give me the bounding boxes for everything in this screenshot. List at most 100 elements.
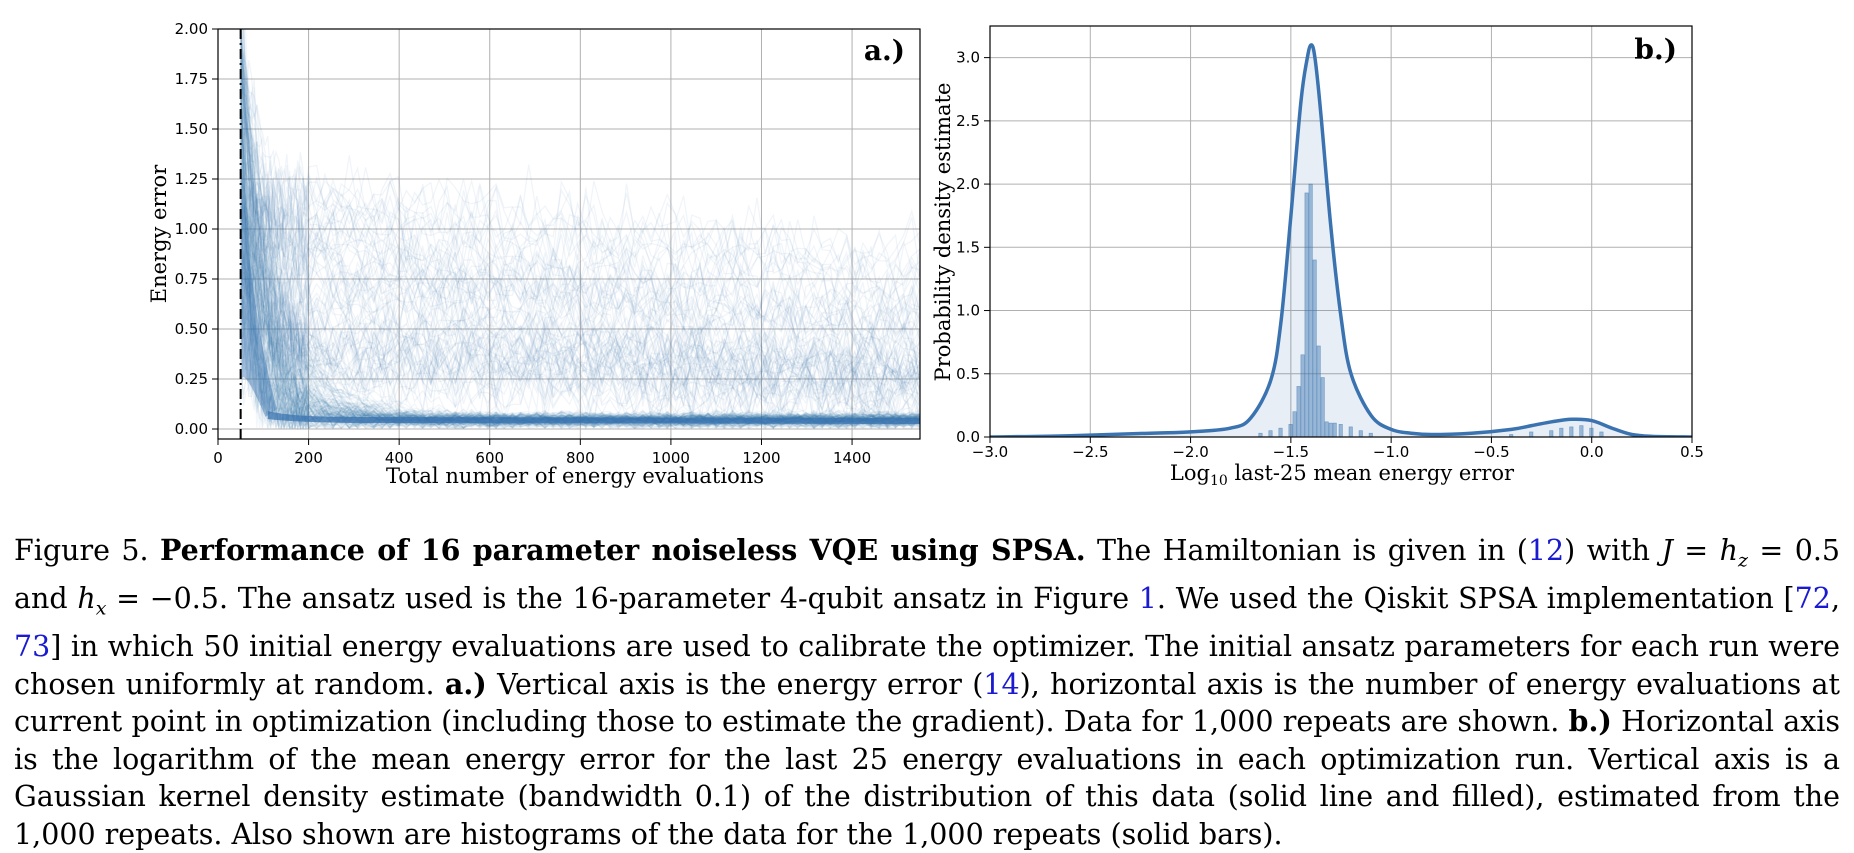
math-hz: hz [1719,534,1748,572]
energy-trace [239,171,920,412]
energy-trace [239,180,920,346]
energy-trace [239,187,920,429]
figure-ref-1[interactable]: 1 [1138,582,1157,616]
panel-b: 0.0 0.5 1.0 1.5 2.0 2.5 3.0 −3.0 −2.5 −2.0 −1.5 −1… [931,25,1704,489]
energy-trace [239,204,920,431]
x-tick-label: 0.0 [1580,443,1604,461]
caption-text: , [1830,582,1840,616]
energy-trace [239,203,920,429]
energy-trace [239,297,920,408]
energy-trace [239,212,920,422]
energy-trace [239,205,920,416]
energy-trace [242,29,920,307]
energy-trace [240,201,920,392]
y-tick-label: 0.00 [175,420,208,438]
caption-text: ] in which 50 initial energy evaluations… [14,630,1840,701]
energy-trace [239,29,920,431]
panel-a-energy-traces [239,29,920,431]
energy-trace [239,212,920,430]
x-tick-label: 600 [475,449,504,467]
energy-trace [240,168,920,277]
caption-text: Vertical axis is the energy error ( [486,667,984,701]
panel-b-plot-area [990,26,1692,437]
panel-b-tag: b.) [1634,33,1677,66]
histogram-bar [1320,377,1325,437]
energy-trace [239,37,920,428]
x-tick-label: −0.5 [1473,443,1509,461]
caption-panel-a-label: a.) [444,666,487,701]
energy-trace [239,111,920,429]
y-tick-label: 0.50 [175,320,208,338]
y-tick-label: 2.0 [956,175,980,193]
energy-trace [239,191,920,392]
energy-trace [239,122,920,408]
energy-trace [239,102,920,399]
energy-trace [240,106,920,367]
histogram-bar [1328,422,1333,437]
energy-trace [239,51,920,429]
caption-text: . We used the Qiskit SPSA implementation… [1156,582,1795,616]
x-tick-label: 200 [294,449,323,467]
energy-trace [239,315,920,426]
energy-trace [239,44,920,397]
energy-trace [239,41,920,398]
panel-a: 0.00 0.25 0.50 0.75 1.00 1.25 1.50 1.75 2.00 0 20… [147,20,921,488]
kde-fill [990,44,1692,437]
caption-text: = −0.5. The ansatz used is the 16-parame… [106,582,1139,616]
energy-trace [239,197,920,351]
y-tick-label: 1.25 [175,170,208,188]
figure-title: Performance of 16 parameter noiseless VQ… [160,533,1086,567]
energy-trace [239,164,920,284]
y-tick-label: 0.0 [956,428,980,446]
energy-trace [239,58,920,429]
math-j: J [1661,534,1673,567]
citation-ref-73[interactable]: 73 [14,630,51,664]
kde-line [990,43,1692,437]
energy-trace [239,90,920,342]
histogram-bar [1288,424,1293,437]
histogram-bar [1324,421,1329,437]
y-tick-label: 2.5 [956,112,980,130]
equation-ref-14[interactable]: 14 [983,667,1020,701]
caption-text: The Hamiltonian is given in ( [1097,534,1528,567]
y-tick-label: 1.50 [175,120,208,138]
x-tick-label: −2.5 [1072,443,1108,461]
energy-trace [239,185,920,431]
y-tick-label: 0.5 [956,365,980,383]
energy-trace [239,161,920,321]
y-tick-label: 1.75 [175,70,208,88]
energy-trace [239,294,920,391]
citation-ref-72[interactable]: 72 [1794,582,1831,616]
energy-trace [240,293,920,426]
energy-trace [239,118,920,356]
energy-trace [239,260,920,429]
energy-trace [240,29,920,338]
x-tick-label: −3.0 [972,443,1008,461]
histogram-bar [1579,425,1584,437]
figure-caption: Figure 5. Performance of 16 parameter no… [14,532,1840,853]
energy-trace [239,39,920,394]
energy-trace [239,71,920,344]
panel-b-x-ticks: −3.0 −2.5 −2.0 −1.5 −1.0 −0.5 0.0 0.5 [972,437,1704,461]
energy-trace [239,85,920,416]
energy-trace [239,194,920,426]
energy-trace [239,51,920,391]
energy-trace [239,37,920,392]
energy-trace [239,102,920,426]
panel-b-frame [989,25,1693,438]
histogram-bar [1348,426,1353,437]
equation-ref-12[interactable]: 12 [1527,534,1565,567]
y-tick-label: 2.00 [175,20,208,38]
energy-trace [244,29,920,424]
panel-a-y-ticks: 0.00 0.25 0.50 0.75 1.00 1.25 1.50 1.75 2.00 [175,20,218,438]
energy-trace [242,29,920,357]
panel-b-ylabel: Probability density estimate [931,83,955,382]
histogram-bar [1316,345,1321,437]
energy-trace [240,63,920,304]
histogram-bar [1312,259,1317,437]
y-tick-label: 0.25 [175,370,208,388]
energy-trace [239,162,920,301]
energy-trace [239,98,920,428]
caption-text: = [1672,534,1720,567]
math-hx: hx [77,582,107,620]
